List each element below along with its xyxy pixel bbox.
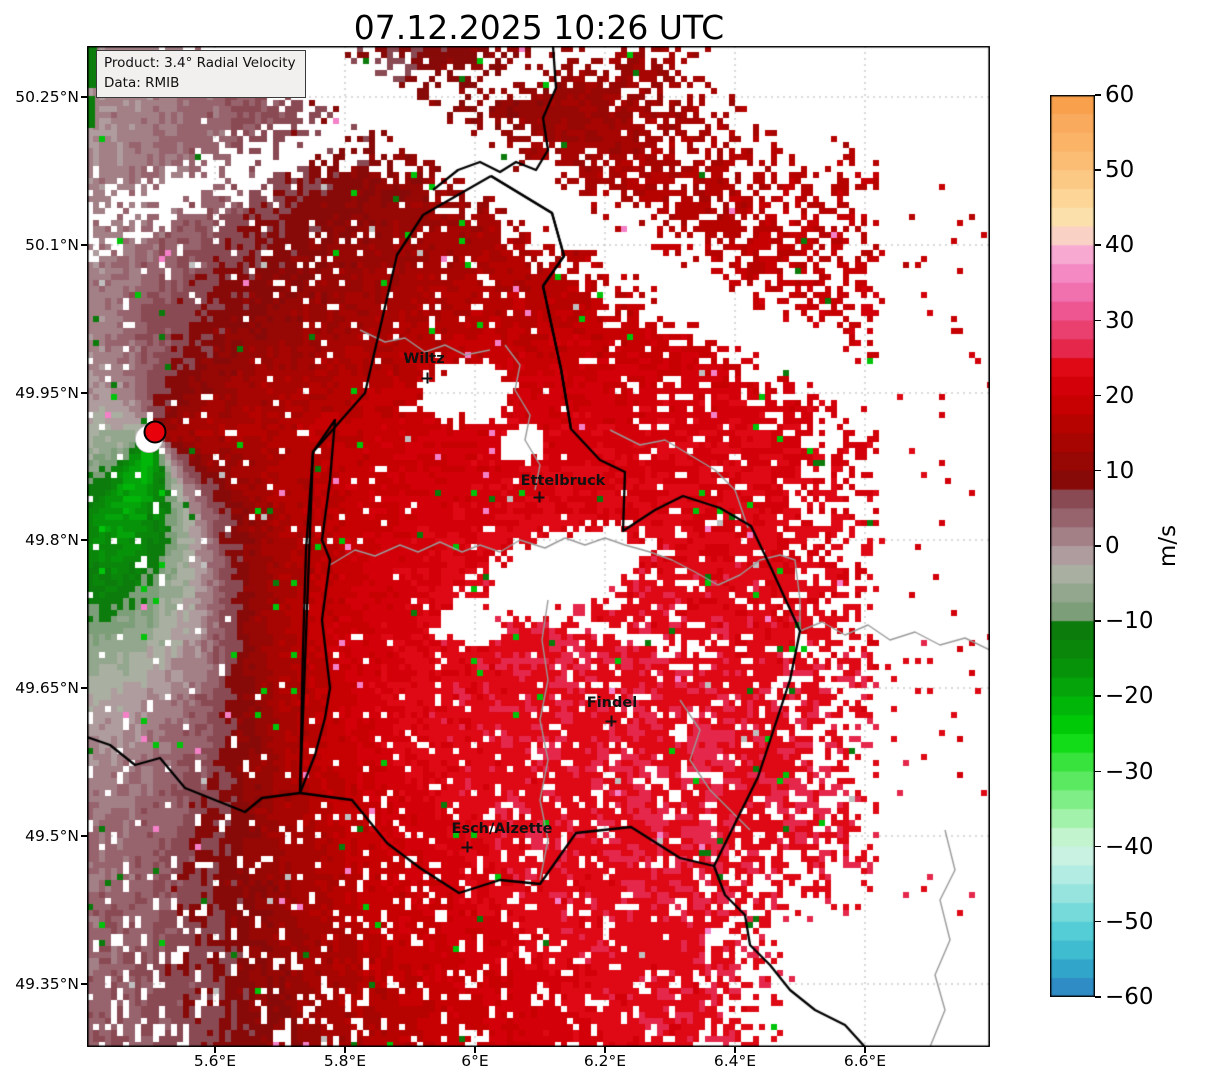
colorbar-tickmark — [1095, 394, 1101, 397]
city-marker-cross — [421, 372, 433, 384]
x-tick-label: 6.6°E — [843, 1052, 887, 1070]
colorbar-tick-label: 40 — [1105, 232, 1135, 259]
colorbar-tick-label: 0 — [1105, 533, 1120, 559]
city-label: Ettelbruck — [520, 473, 606, 489]
x-tick-label: 5.8°E — [323, 1052, 367, 1070]
y-tickmark — [81, 687, 87, 689]
y-tick-label: 49.95°N — [15, 384, 79, 402]
colorbar-tick-label: −20 — [1105, 683, 1154, 710]
colorbar-tickmark — [1095, 545, 1101, 547]
y-tick-label: 50.25°N — [15, 88, 79, 106]
colorbar-tickmark — [1095, 469, 1101, 472]
radar-site-marker — [143, 420, 167, 444]
x-tick-label: 6°E — [461, 1052, 489, 1070]
y-tickmark — [81, 392, 87, 394]
y-tick-label: 50.1°N — [25, 236, 79, 254]
y-tickmark — [81, 835, 87, 837]
city-marker-cross — [533, 491, 545, 503]
x-tick-label: 6.4°E — [713, 1052, 757, 1070]
colorbar-tick-label: 20 — [1105, 382, 1135, 409]
colorbar-tick-label: 60 — [1105, 82, 1135, 108]
colorbar-tickmark — [1095, 319, 1101, 322]
city-marker-cross — [605, 715, 617, 727]
city-label: Esch/Alzette — [451, 821, 553, 837]
x-tickmark — [474, 1047, 476, 1053]
y-tick-label: 49.5°N — [25, 827, 79, 845]
colorbar-tickmark — [1095, 94, 1101, 96]
x-tickmark — [864, 1047, 866, 1053]
city-label: Wiltz — [403, 351, 445, 367]
colorbar-tick-label: −50 — [1105, 908, 1154, 935]
x-tickmark — [344, 1047, 346, 1053]
city-label: Findel — [586, 695, 638, 711]
colorbar-tick-label: 10 — [1105, 457, 1135, 484]
y-tickmark — [81, 539, 87, 541]
data-source-label: Data: RMIB — [104, 74, 180, 91]
radar-map-canvas — [87, 46, 990, 1047]
y-tick-label: 49.65°N — [15, 679, 79, 697]
colorbar-tickmark — [1095, 695, 1101, 697]
y-tickmark — [81, 244, 87, 246]
colorbar-tickmark — [1095, 620, 1101, 622]
x-tick-label: 5.6°E — [193, 1052, 237, 1070]
y-tickmark — [81, 96, 87, 98]
y-tick-label: 49.8°N — [25, 531, 79, 549]
y-tickmark — [81, 983, 87, 985]
colorbar-tickmark — [1095, 845, 1101, 848]
colorbar-tick-label: −10 — [1105, 608, 1154, 635]
colorbar-tick-label: 50 — [1105, 157, 1135, 184]
city-marker-cross — [461, 841, 473, 853]
colorbar-tick-label: −60 — [1105, 984, 1154, 1010]
y-tick-label: 49.35°N — [15, 975, 79, 993]
colorbar-tickmark — [1095, 770, 1101, 773]
colorbar-unit-label: m/s — [1155, 524, 1181, 568]
colorbar-tick-label: 30 — [1105, 307, 1135, 334]
x-tickmark — [604, 1047, 606, 1053]
colorbar-tickmark — [1095, 244, 1101, 246]
product-info-box: Product: 3.4° Radial Velocity Data: RMIB — [96, 50, 306, 99]
colorbar — [1050, 95, 1095, 997]
x-tick-label: 6.2°E — [583, 1052, 627, 1070]
colorbar-tickmark — [1095, 996, 1101, 998]
product-label: Product: 3.4° Radial Velocity — [104, 55, 296, 71]
x-tickmark — [734, 1047, 736, 1053]
colorbar-tickmark — [1095, 920, 1101, 923]
colorbar-tick-label: −40 — [1105, 833, 1154, 860]
page-title: 07.12.2025 10:26 UTC — [353, 8, 725, 47]
x-tickmark — [214, 1047, 216, 1053]
colorbar-tickmark — [1095, 169, 1101, 171]
colorbar-tick-label: −30 — [1105, 758, 1154, 785]
